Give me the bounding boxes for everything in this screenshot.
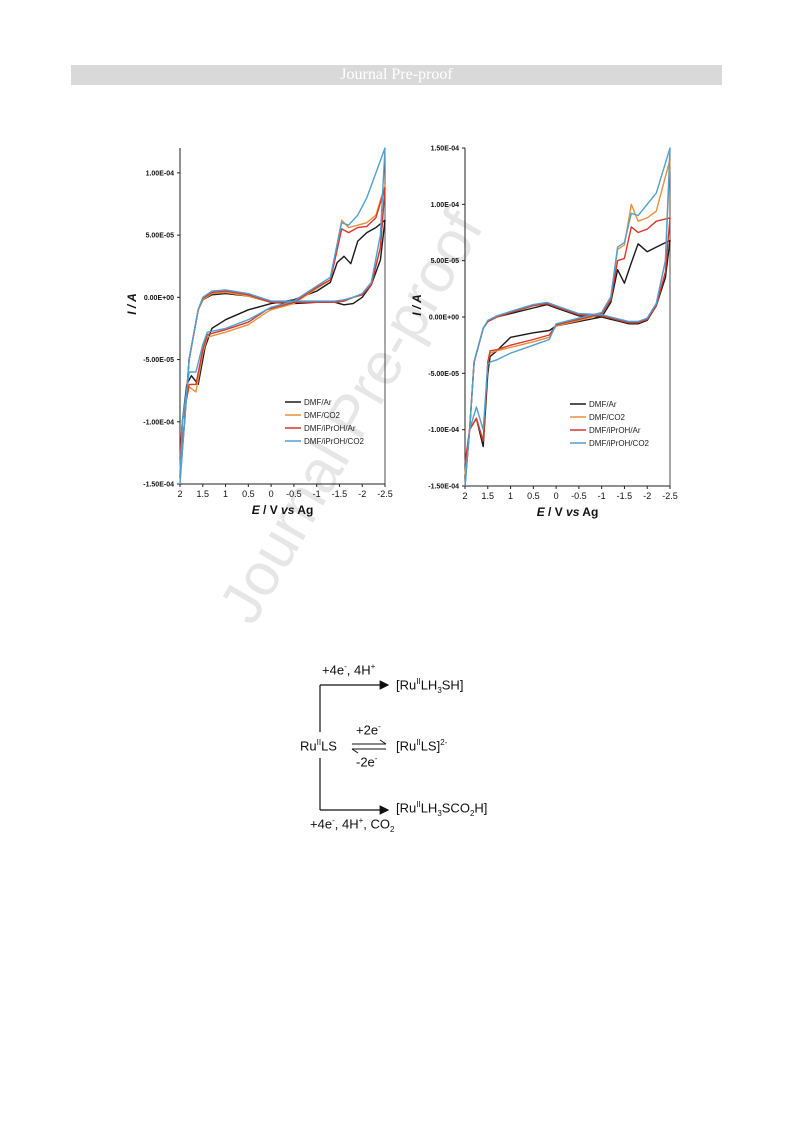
x-tick-label: 2: [462, 491, 467, 501]
y-tick-label: -1.50E-04: [143, 482, 174, 489]
series-line: [179, 187, 386, 460]
y-axis-label: I / A: [410, 294, 424, 316]
cv-chart-left: 1.00E-04 5.00E-05 0.00E+00 -5.00E-05 -1.00E-…: [125, 147, 393, 517]
y-tick-label: -5.00E-05: [428, 371, 459, 378]
x-tick-label: -0.5: [571, 491, 587, 501]
legend-label: DMF/iPrOH/CO2: [589, 439, 650, 448]
backward-label: -2e-: [356, 754, 378, 770]
cv-chart-right: 1.50E-04 1.00E-04 5.00E-05 0.00E+00 -5.00E-0…: [410, 146, 678, 520]
x-tick-label: 0: [269, 489, 274, 499]
scheme-arrows: [319, 680, 390, 815]
series-line: [179, 147, 386, 485]
bottom-reagents: +4e-, 4H+, CO2: [310, 816, 395, 834]
x-tick-label: 0: [554, 491, 559, 501]
bottom-product: [RuIILH3SCO2H]: [396, 800, 488, 818]
x-tick-label: 2: [177, 489, 182, 499]
mid-product: [RuIILS]2-: [396, 738, 448, 754]
journal-banner: Journal Pre-proof: [71, 65, 722, 85]
x-tick-label: -1.5: [617, 491, 633, 501]
y-tick-label: 5.00E-05: [146, 233, 175, 240]
x-axis-label-part: Ag: [579, 505, 598, 519]
series-line: [179, 184, 386, 472]
y-axis-label: I / A: [125, 293, 139, 315]
x-tick-label: 1.5: [482, 491, 495, 501]
legend-label: DMF/Ar: [589, 400, 617, 409]
legend-label: DMF/Ar: [304, 398, 332, 407]
y-tick-label: 1.50E-04: [431, 146, 460, 153]
x-axis-label: E / V vs Ag: [537, 505, 599, 519]
x-axis-label-part: / V: [260, 503, 281, 517]
legend-label: DMF/CO2: [589, 413, 626, 422]
legend-label: DMF/iPrOH/Ar: [304, 424, 356, 433]
x-axis-label-part: E: [537, 505, 546, 519]
x-tick-label: -2: [358, 489, 366, 499]
y-tick-label: -5.00E-05: [143, 357, 174, 364]
banner-text: Journal Pre-proof: [340, 66, 453, 83]
x-axis-label-part: E: [252, 503, 261, 517]
forward-label: +2e-: [356, 722, 381, 738]
x-tick-label: -2: [643, 491, 651, 501]
x-tick-label: -1: [598, 491, 606, 501]
x-axis-label-part: Ag: [294, 503, 313, 517]
x-axis-label-part: vs: [566, 505, 580, 519]
legend-label: DMF/iPrOH/CO2: [304, 437, 365, 446]
scheme-center-compound: RuIILS: [300, 738, 337, 754]
series-line: [179, 219, 386, 478]
legend-label: DMF/CO2: [304, 411, 341, 420]
top-reagents: +4e-, 4H+: [322, 662, 376, 678]
reaction-scheme: +4e-, 4H+ [RuIILH3SH] RuIILS +2e- -2e- […: [290, 650, 550, 850]
x-tick-label: -2.5: [662, 491, 678, 501]
y-tick-label: 5.00E-05: [431, 258, 460, 265]
x-axis-label-part: vs: [281, 503, 295, 517]
y-tick-label: -1.00E-04: [143, 419, 174, 426]
x-tick-label: 1: [223, 489, 228, 499]
y-tick-label: 1.00E-04: [431, 202, 460, 209]
y-tick-label: 0.00E+00: [429, 315, 459, 322]
x-tick-label: -1.5: [332, 489, 348, 499]
x-tick-label: -0.5: [286, 489, 302, 499]
x-tick-label: 1: [508, 491, 513, 501]
x-tick-label: -1: [313, 489, 321, 499]
x-axis-label: E / V vs Ag: [252, 503, 314, 517]
x-tick-label: 0.5: [242, 489, 255, 499]
legend-label: DMF/iPrOH/Ar: [589, 426, 641, 435]
series-line: [464, 217, 671, 464]
y-tick-label: 0.00E+00: [144, 295, 174, 302]
y-tick-label: 1.00E-04: [146, 170, 175, 177]
x-tick-label: 1.5: [197, 489, 210, 499]
x-tick-label: -2.5: [377, 489, 393, 499]
y-tick-label: -1.50E-04: [428, 484, 459, 491]
series-line: [464, 147, 671, 487]
series-line: [464, 239, 671, 487]
y-tick-label: -1.00E-04: [428, 427, 459, 434]
x-axis-label-part: / V: [545, 505, 566, 519]
top-product: [RuIILH3SH]: [396, 677, 464, 695]
x-tick-label: 0.5: [527, 491, 540, 501]
